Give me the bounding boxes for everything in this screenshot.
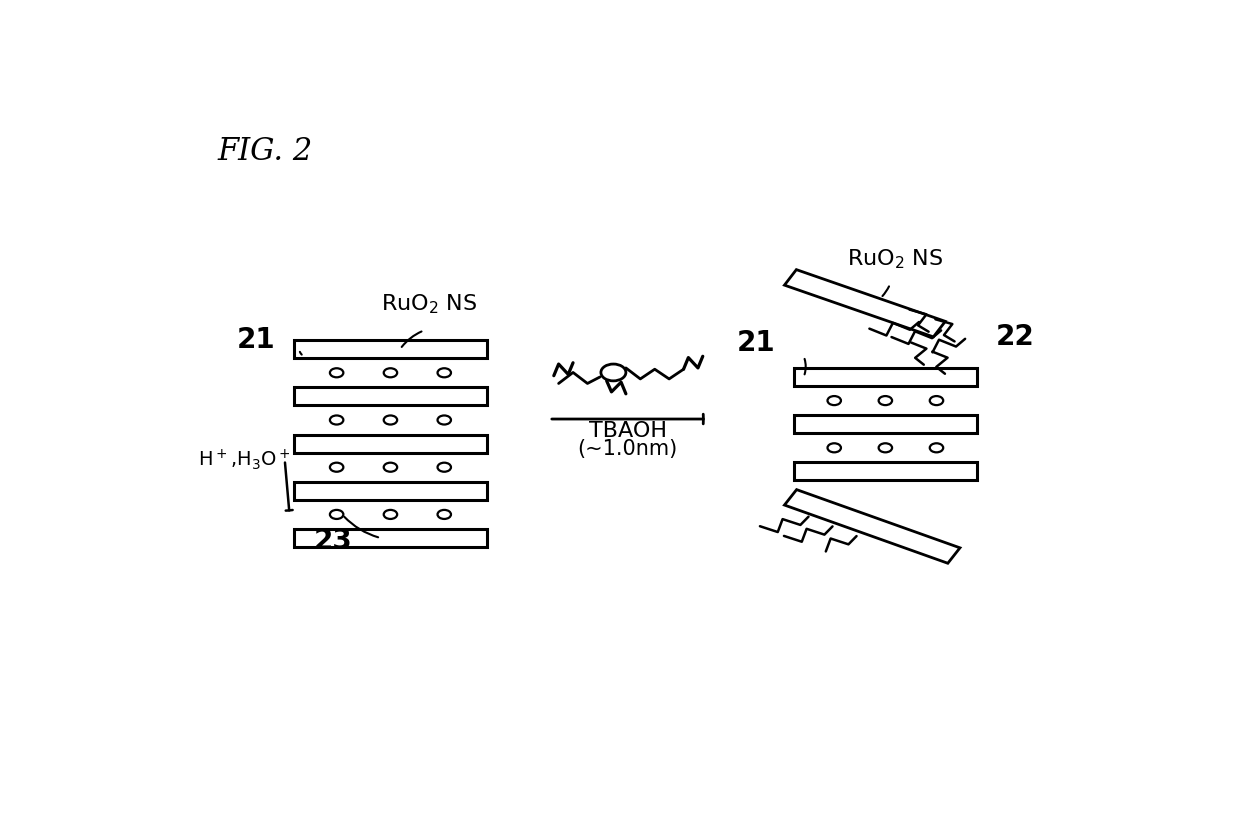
Text: 23: 23 <box>314 527 352 554</box>
Bar <box>294 529 486 547</box>
Text: TBAOH: TBAOH <box>589 421 667 441</box>
Polygon shape <box>785 270 945 337</box>
Text: 22: 22 <box>996 323 1034 351</box>
Text: FIG. 2: FIG. 2 <box>217 136 312 167</box>
Polygon shape <box>785 490 960 564</box>
Text: RuO$_2$ NS: RuO$_2$ NS <box>381 293 477 317</box>
Bar <box>794 462 977 480</box>
Text: RuO$_2$ NS: RuO$_2$ NS <box>847 248 944 271</box>
Bar <box>294 387 486 406</box>
Text: 21: 21 <box>737 329 775 357</box>
Text: H$^+$,H$_3$O$^+$: H$^+$,H$_3$O$^+$ <box>198 448 291 472</box>
Text: (~1.0nm): (~1.0nm) <box>578 438 678 459</box>
Bar <box>294 482 486 500</box>
Bar <box>294 434 486 453</box>
Bar <box>794 415 977 433</box>
Text: 21: 21 <box>237 326 275 354</box>
Bar <box>794 368 977 386</box>
Bar <box>294 340 486 358</box>
